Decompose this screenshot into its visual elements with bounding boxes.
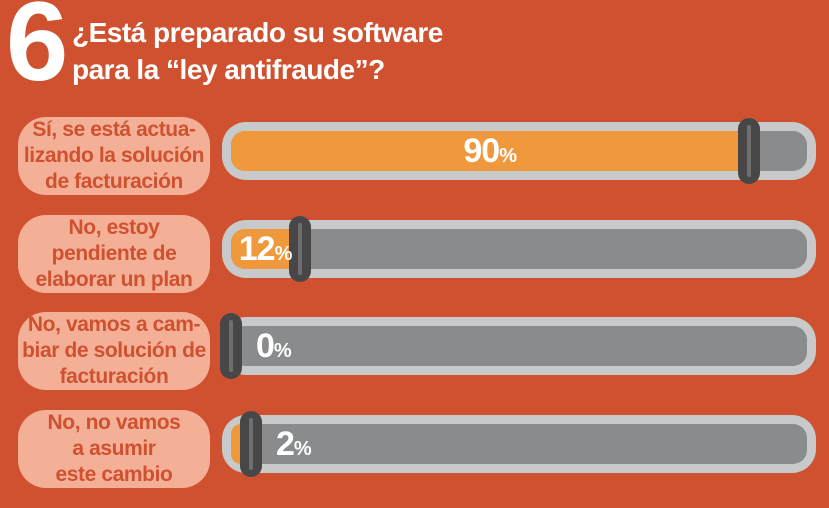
category-label-box: Sí, se está actua- lizando la solución d…	[18, 117, 210, 195]
bar-outer: 2%	[222, 411, 816, 477]
bar-outer: 90%	[222, 118, 816, 184]
bar-outer: 0%	[220, 313, 816, 379]
bar-track	[231, 229, 807, 269]
category-label-box: No, vamos a cam- biar de solución de fac…	[18, 312, 210, 390]
handle-stripe	[298, 223, 303, 275]
handle-stripe	[747, 125, 752, 177]
category-label-box: No, estoy pendiente de elaborar un plan	[18, 215, 210, 293]
slider-handle-icon	[240, 411, 262, 477]
value-label: 2%	[276, 415, 312, 473]
slider-handle-icon	[738, 118, 761, 184]
slider-handle-icon	[220, 313, 242, 379]
value-label: 0%	[256, 317, 292, 375]
value-number: 2	[276, 425, 295, 463]
bar-fill	[231, 229, 301, 269]
chart-row-4: No, no vamos a asumir este cambio 2%	[0, 410, 829, 488]
value-label: 12%	[231, 220, 300, 278]
chart-row-2: No, estoy pendiente de elaborar un plan …	[0, 215, 829, 293]
title-line-2: para la “ley antifraude”?	[72, 54, 385, 85]
bar-fill	[231, 131, 750, 171]
slider-handle-icon	[289, 216, 312, 282]
bar-track	[231, 424, 807, 464]
handle-stripe	[229, 320, 233, 372]
bar-outer: 12%	[222, 216, 816, 282]
value-label: 90%	[231, 122, 749, 180]
chart-header: 6 ¿Está preparado su software para la “l…	[0, 0, 829, 110]
category-label-box: No, no vamos a asumir este cambio	[18, 410, 210, 488]
category-label: No, no vamos a asumir este cambio	[47, 411, 181, 486]
category-label: No, estoy pendiente de elaborar un plan	[35, 216, 193, 291]
percent-sign: %	[293, 438, 312, 460]
bar-track	[231, 326, 807, 366]
category-label: Sí, se está actua- lizando la solución d…	[23, 118, 205, 193]
value-number: 12	[238, 230, 276, 268]
percent-sign: %	[499, 145, 517, 167]
chart-row-3: No, vamos a cam- biar de solución de fac…	[0, 312, 829, 390]
percent-sign: %	[273, 340, 292, 362]
category-label: No, vamos a cam- biar de solución de fac…	[22, 313, 206, 388]
value-number: 90	[463, 132, 500, 170]
percent-sign: %	[274, 243, 293, 265]
value-number: 0	[256, 327, 275, 365]
handle-stripe	[249, 418, 253, 470]
title-line-1: ¿Está preparado su software	[72, 17, 443, 48]
page-title: ¿Está preparado su software para la “ley…	[72, 14, 443, 88]
question-number: 6	[6, 0, 68, 104]
chart-row-1: Sí, se está actua- lizando la solución d…	[0, 117, 829, 195]
